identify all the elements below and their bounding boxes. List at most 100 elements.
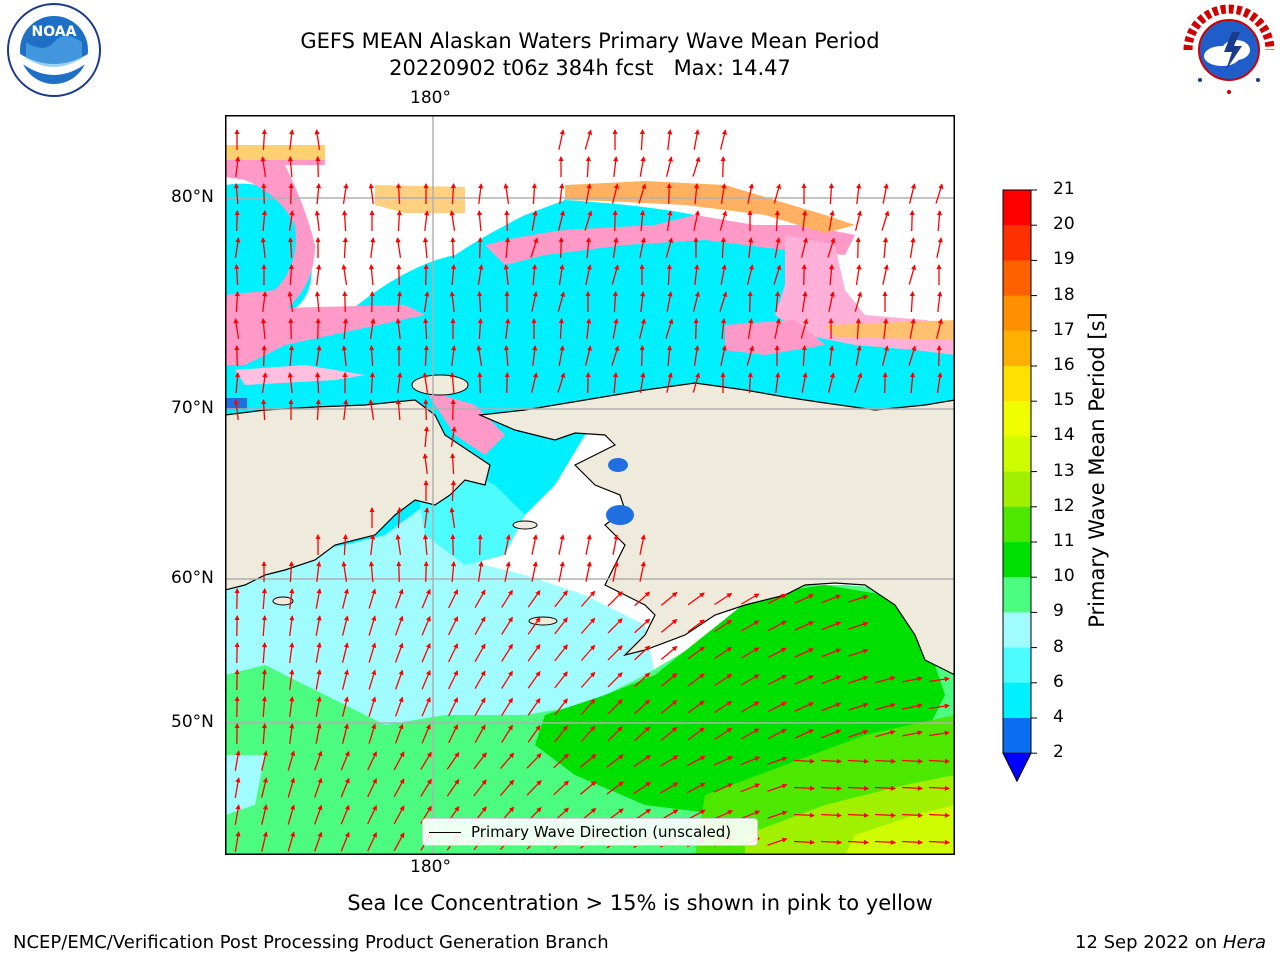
wave-direction-arrow (828, 182, 834, 205)
wave-direction-arrow (882, 371, 888, 394)
wave-direction-arrow (639, 344, 645, 367)
wave-direction-arrow (421, 642, 431, 663)
wave-direction-arrow (820, 839, 843, 845)
wave-direction-arrow (314, 750, 323, 771)
wave-direction-arrow (848, 621, 869, 630)
wave-direction-arrow (638, 318, 646, 339)
wave-direction-arrow (908, 345, 917, 366)
wave-direction-arrow (531, 182, 537, 205)
wave-direction-arrow (450, 479, 456, 502)
wave-direction-arrow (287, 831, 296, 852)
wave-direction-arrow (793, 812, 816, 818)
wave-direction-arrow (501, 589, 513, 608)
wave-direction-arrow (340, 750, 350, 771)
wave-direction-arrow (501, 724, 513, 743)
wave-direction-arrow (369, 344, 375, 367)
wave-direction-arrow (287, 372, 293, 393)
wave-direction-arrow (393, 778, 405, 798)
wave-direction-arrow (234, 237, 241, 258)
wave-direction-arrow (580, 725, 596, 742)
wave-direction-arrow (714, 673, 733, 687)
wave-direction-arrow (638, 183, 647, 204)
wave-direction-arrow (531, 210, 538, 231)
lat-label-80: 80°N (171, 187, 214, 207)
wave-direction-arrow (607, 618, 623, 634)
wave-direction-arrow (396, 209, 402, 232)
wave-direction-arrow (449, 291, 455, 312)
wave-direction-arrow (367, 778, 377, 798)
wave-direction-arrow (714, 700, 733, 714)
wave-direction-arrow (720, 183, 727, 204)
wave-direction-arrow (341, 723, 349, 744)
wave-direction-arrow (820, 812, 843, 818)
lat-label-60: 60°N (171, 568, 214, 588)
wave-direction-arrow (450, 533, 456, 556)
wave-direction-arrow (741, 647, 760, 659)
wave-direction-arrow (660, 645, 678, 660)
wave-direction-arrow (909, 318, 916, 339)
wave-direction-arrow (261, 777, 268, 798)
wave-direction-arrow (314, 804, 323, 825)
wave-direction-arrow (423, 291, 430, 312)
wave-direction-arrow (774, 237, 781, 258)
wave-direction-arrow (531, 291, 538, 312)
colorbar-segment (1003, 718, 1031, 754)
wave-direction-arrow (929, 730, 950, 737)
wave-direction-arrow (686, 782, 706, 794)
wave-direction-arrow (289, 669, 295, 690)
wave-direction-arrow (847, 758, 870, 764)
wave-direction-arrow (473, 752, 487, 770)
wave-direction-arrow (633, 754, 652, 768)
wave-direction-arrow (531, 534, 538, 555)
legend-line-swatch (429, 831, 461, 833)
wave-direction-arrow (848, 648, 869, 657)
nws-logo (1180, 2, 1278, 98)
wave-direction-arrow (855, 264, 862, 285)
wave-direction-arrow (794, 675, 815, 685)
wave-direction-arrow (828, 263, 835, 286)
wave-direction-arrow (558, 129, 565, 150)
colorbar-tick-label: 9 (1053, 601, 1064, 622)
wave-direction-arrow (558, 236, 564, 259)
wave-direction-arrow (393, 832, 405, 852)
wave-direction-arrow (634, 645, 651, 661)
wave-direction-arrow (289, 588, 295, 609)
map-panel (225, 115, 955, 855)
wave-direction-arrow (261, 128, 267, 151)
wave-direction-arrow (553, 753, 570, 769)
wave-direction-arrow (234, 831, 241, 852)
wave-direction-arrow (558, 534, 565, 555)
wave-direction-arrow (504, 561, 511, 582)
legend-label: Primary Wave Direction (unscaled) (471, 823, 732, 841)
wave-direction-arrow (580, 590, 596, 607)
wave-direction-arrow (580, 671, 596, 688)
wave-direction-arrow (450, 398, 456, 421)
wave-direction-arrow (449, 210, 456, 231)
wave-direction-arrow (660, 755, 679, 767)
wave-direction-arrow (875, 702, 896, 711)
wave-direction-arrow (666, 344, 673, 367)
wave-direction-arrow (639, 561, 646, 582)
wave-direction-arrow (935, 318, 943, 339)
wave-direction-arrow (289, 642, 295, 663)
wave-direction-arrow (367, 832, 377, 852)
wave-direction-arrow (686, 755, 706, 767)
wave-direction-arrow (450, 236, 456, 259)
wave-direction-arrow (692, 372, 701, 393)
wave-direction-arrow (928, 839, 951, 845)
wave-direction-arrow (261, 668, 268, 691)
wave-direction-arrow (741, 674, 760, 686)
wave-direction-arrow (747, 290, 753, 313)
wave-direction-arrow (501, 670, 513, 689)
wave-direction-arrow (767, 647, 787, 659)
map-legend: Primary Wave Direction (unscaled) (422, 818, 758, 846)
wave-direction-arrow (714, 646, 733, 660)
wave-direction-arrow (687, 592, 705, 606)
wave-direction-arrow (288, 560, 294, 583)
noaa-logo: NOAA (4, 2, 104, 98)
wave-direction-arrow (477, 236, 483, 259)
sea-ice-caption: Sea Ice Concentration > 15% is shown in … (347, 891, 933, 915)
wave-direction-arrow (720, 317, 727, 340)
wave-direction-arrow (393, 751, 405, 771)
wave-direction-arrow (660, 782, 679, 794)
